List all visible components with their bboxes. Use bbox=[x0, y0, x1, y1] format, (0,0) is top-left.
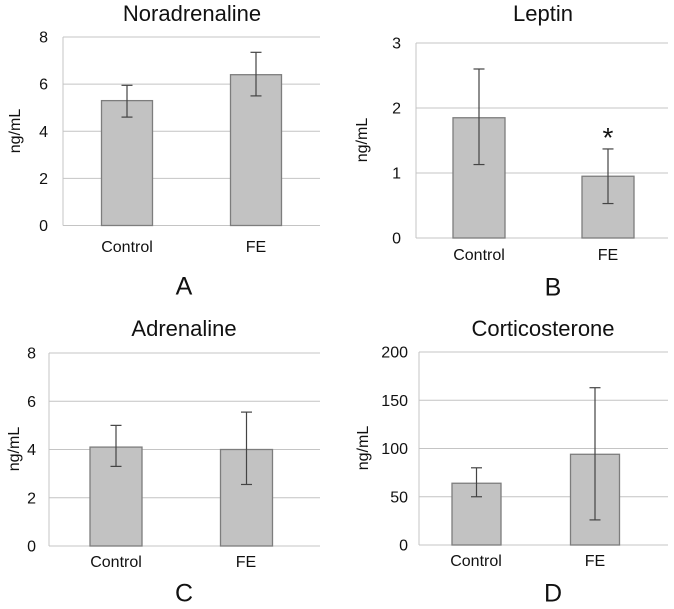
y-tick-label: 0 bbox=[392, 231, 401, 248]
category-label-fe: FE bbox=[245, 239, 267, 256]
y-tick-label: 0 bbox=[399, 538, 408, 555]
category-label-control: Control bbox=[101, 239, 153, 256]
category-label-control: Control bbox=[450, 553, 502, 570]
y-tick-label: 2 bbox=[392, 101, 401, 118]
y-tick-label: 2 bbox=[39, 171, 48, 188]
chart-panel-c: 0 2 4 6 8 bbox=[27, 346, 320, 556]
y-tick-label: 100 bbox=[381, 441, 408, 458]
y-tick-label: 4 bbox=[27, 442, 36, 459]
panel-letter-a: A bbox=[175, 272, 193, 301]
category-label-control: Control bbox=[90, 554, 142, 571]
y-axis-label: ng/mL bbox=[6, 426, 23, 472]
panel-letter-d: D bbox=[543, 579, 563, 608]
y-tick-label: 2 bbox=[27, 490, 36, 507]
y-tick-label: 4 bbox=[39, 124, 48, 141]
category-label-control: Control bbox=[453, 247, 505, 264]
y-tick-label: 8 bbox=[27, 346, 36, 363]
y-tick-label: 200 bbox=[381, 345, 408, 362]
y-tick-label: 1 bbox=[392, 166, 401, 183]
y-tick-label: 0 bbox=[39, 218, 48, 235]
y-tick-label: 6 bbox=[39, 77, 48, 94]
category-label-fe: FE bbox=[584, 553, 606, 570]
bar-fe bbox=[581, 175, 635, 239]
chart-title-noradrenaline: Noradrenaline bbox=[122, 1, 262, 26]
chart-panel-a: 0 2 4 6 8 bbox=[39, 30, 320, 235]
y-axis-label: ng/mL bbox=[354, 117, 371, 163]
category-label-fe: FE bbox=[597, 247, 619, 264]
y-tick-label: 0 bbox=[27, 539, 36, 556]
panel-letter-b: B bbox=[544, 273, 562, 302]
y-tick-label: 8 bbox=[39, 30, 48, 47]
panel-letter-c: C bbox=[174, 579, 194, 608]
y-axis-label: ng/mL bbox=[7, 108, 24, 154]
chart-title-corticosterone: Corticosterone bbox=[471, 316, 615, 341]
y-tick-label: 50 bbox=[390, 489, 408, 506]
category-label-fe: FE bbox=[235, 554, 257, 571]
y-axis-label: ng/mL bbox=[355, 425, 372, 471]
significance-asterisk: * bbox=[603, 122, 614, 153]
y-tick-label: 6 bbox=[27, 394, 36, 411]
chart-panel-d: 0 50 100 150 200 bbox=[381, 345, 668, 555]
chart-panel-b: 0 1 2 3 * bbox=[392, 36, 668, 248]
bar-control bbox=[100, 99, 154, 227]
y-tick-label: 3 bbox=[392, 36, 401, 53]
chart-title-leptin: Leptin bbox=[513, 1, 573, 26]
bar-fe bbox=[229, 74, 283, 227]
y-tick-label: 150 bbox=[381, 393, 408, 410]
chart-title-adrenaline: Adrenaline bbox=[131, 316, 237, 341]
